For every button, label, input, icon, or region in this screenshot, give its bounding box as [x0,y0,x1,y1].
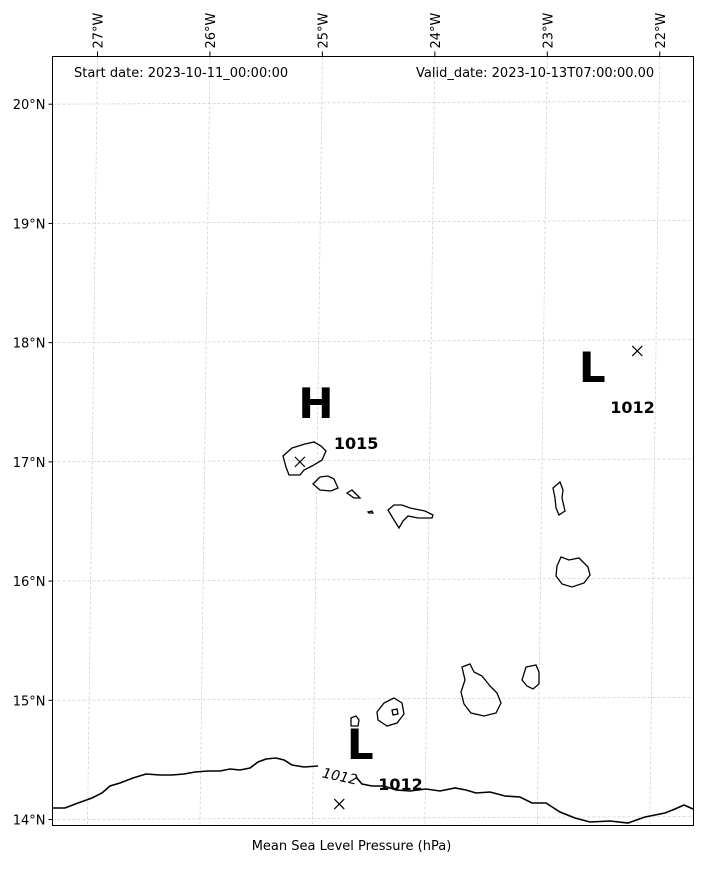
pressure-center-value: 1015 [334,434,379,453]
parallel-gridline [52,220,694,224]
lat-tick-label: 20°N [13,98,46,113]
lon-tick-label: 24°W [429,12,444,48]
isobar-1012-line [52,757,694,824]
start-date-label: Start date: 2023-10-11_00:00:00 [74,66,289,81]
fogo-crater [391,708,399,716]
meridian-gridline [199,56,211,826]
isobar-label: 1012 [321,766,359,789]
parallel-gridline [52,339,694,343]
pressure-center-value: 1012 [610,398,655,417]
meridian-gridline [424,56,436,826]
island-brava [350,715,360,727]
island-fogo [376,697,405,727]
lat-tick-label: 16°N [13,575,46,590]
island-sao-nicolau [387,504,434,530]
lat-tick-label: 19°N [13,217,46,232]
pressure-center-value: 1012 [378,775,423,794]
parallel-gridline [52,816,694,820]
pressure-center-marker [631,345,643,357]
island-sao-vicente [312,475,339,492]
map-frame [52,56,694,826]
map-caption: Mean Sea Level Pressure (hPa) [251,839,452,854]
meridian-gridline [649,56,661,826]
island-sal [552,480,566,516]
lat-tick-label: 15°N [13,694,46,709]
meridian-gridline [536,56,548,826]
island-raso [366,510,375,514]
isobars: 1012 [52,757,694,824]
lon-tick-label: 23°W [541,12,556,48]
island-santa-luzia [345,489,362,499]
coastlines [282,441,591,727]
island-boa-vista [555,556,591,588]
pressure-center-marker [333,798,345,810]
meridian-gridline [87,56,98,826]
pressure-center-marker [294,456,306,468]
high-pressure-symbol: H [298,379,333,428]
island-santiago [460,663,502,717]
graticule [52,56,694,826]
lon-tick-label: 27°W [91,12,106,48]
parallel-gridline [52,577,694,582]
low-pressure-symbol: L [579,343,606,392]
lon-tick-label: 25°W [316,12,331,48]
lon-tick-label: 22°W [654,12,669,48]
parallel-gridline [52,696,694,701]
island-maio [521,664,540,690]
lon-tick-label: 26°W [204,12,219,48]
parallel-gridline [52,458,694,463]
valid-date-label: Valid_date: 2023-10-13T07:00:00.00 [416,66,655,81]
lat-tick-label: 17°N [13,456,46,471]
island-santo-antao [282,441,327,476]
low-pressure-symbol: L [347,720,374,769]
lat-tick-label: 18°N [13,337,46,352]
parallel-gridline [52,100,694,105]
lat-tick-label: 14°N [13,814,46,829]
meridian-gridline [312,56,323,826]
